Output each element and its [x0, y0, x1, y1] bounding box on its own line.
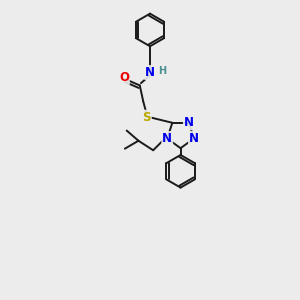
- Text: N: N: [162, 132, 172, 145]
- Text: N: N: [189, 132, 199, 145]
- Text: N: N: [145, 66, 155, 79]
- Text: N: N: [184, 116, 194, 129]
- Text: O: O: [119, 71, 129, 84]
- Text: H: H: [158, 66, 166, 76]
- Text: S: S: [142, 111, 151, 124]
